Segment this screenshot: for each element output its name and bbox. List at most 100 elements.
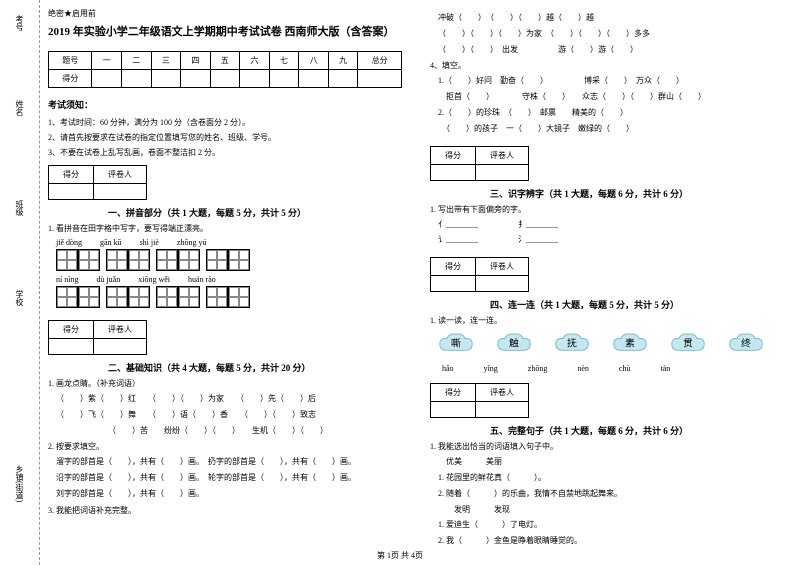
section-title: 一、拼音部分（共 1 大题，每题 5 分，共计 5 分）: [48, 206, 402, 219]
binding-label: 姓名: [14, 100, 25, 116]
char-grid[interactable]: [156, 249, 178, 271]
fill-line: 2. 我（ ）金鱼是睁着眼睛睡觉的。: [438, 535, 784, 548]
table-row: 得分: [49, 70, 402, 88]
td[interactable]: [151, 70, 181, 88]
question-prompt: 1. 看拼音在田字格中写字，要写得端正漂亮。: [48, 223, 402, 234]
th: 题号: [49, 52, 92, 70]
char-grid[interactable]: [78, 286, 100, 308]
char-grid[interactable]: [206, 249, 228, 271]
td[interactable]: [122, 70, 152, 88]
td: 评卷人: [94, 166, 147, 184]
cloud-icon: 终: [728, 332, 764, 356]
td[interactable]: [181, 70, 211, 88]
notice-title: 考试须知：: [48, 98, 402, 111]
pinyin: ní nìng: [56, 275, 78, 284]
question-prompt: 1. 读一读，连一连。: [430, 315, 784, 326]
char-grid[interactable]: [56, 249, 78, 271]
svg-text:素: 素: [625, 337, 635, 350]
fill-line: 1. 爱迪生（ ）了电灯。: [438, 519, 784, 532]
td[interactable]: [269, 70, 299, 88]
fill-line: 冲破（ ） （ ）（ ）越（ ）越: [438, 12, 784, 25]
pinyin[interactable]: hāo: [442, 364, 454, 373]
td[interactable]: [431, 276, 476, 292]
th: 六: [240, 52, 270, 70]
pinyin[interactable]: chù: [619, 364, 631, 373]
char-grid[interactable]: [128, 286, 150, 308]
fill-line: （ ）（ ） 出发 游（ ）游（ ）: [438, 44, 784, 57]
cloud-icon: 贯: [670, 332, 706, 356]
char-grid[interactable]: [78, 249, 100, 271]
question-prompt: 3. 我能把词语补充完整。: [48, 505, 402, 516]
td[interactable]: [431, 402, 476, 418]
pinyin: shì jiè: [140, 238, 159, 247]
fill-line: （ ）飞（ ）舞 （ ）语（ ）香 （ ）（ ）致志: [56, 409, 402, 422]
pinyin: gān kū: [100, 238, 122, 247]
marker-table: 得分评卷人: [430, 146, 529, 181]
char-grid[interactable]: [178, 249, 200, 271]
td[interactable]: [210, 70, 240, 88]
pinyin-row: hāo yǐng zhōng nèn chù tàn: [430, 362, 784, 373]
question-prompt: 4、填空。: [430, 60, 784, 71]
td[interactable]: [49, 184, 94, 200]
td[interactable]: [94, 339, 147, 355]
pinyin[interactable]: nèn: [577, 364, 589, 373]
pinyin-row: ní nìng dù juǎn xiōng wěi huán rào: [56, 275, 402, 284]
td[interactable]: [49, 339, 94, 355]
td[interactable]: [431, 164, 476, 180]
pinyin[interactable]: yǐng: [484, 364, 498, 373]
fill-line: （ ）苦 纷纷（ ）（ ） 生机（ ）（ ）: [56, 425, 402, 438]
pinyin[interactable]: zhōng: [528, 364, 548, 373]
td[interactable]: [92, 70, 122, 88]
char-grid[interactable]: [56, 286, 78, 308]
td: 得分: [49, 321, 94, 339]
pinyin[interactable]: tàn: [660, 364, 670, 373]
th: 二: [122, 52, 152, 70]
td[interactable]: [476, 164, 529, 180]
char-grid[interactable]: [106, 286, 128, 308]
td[interactable]: [476, 402, 529, 418]
fill-line: （ ）紫（ ）红 （ ）（ ）为家 （ ）先（ ）后: [56, 393, 402, 406]
char-grid[interactable]: [228, 249, 250, 271]
question-prompt: 1. 写出带有下面偏旁的字。: [430, 204, 784, 215]
th: 五: [210, 52, 240, 70]
match-item[interactable]: 嘶: [438, 332, 474, 356]
match-item[interactable]: 素: [612, 332, 648, 356]
td: 得分: [431, 258, 476, 276]
score-table: 题号 一 二 三 四 五 六 七 八 九 总分 得分: [48, 51, 402, 88]
svg-text:触: 触: [509, 337, 519, 350]
fill-line: 亻________ 扌________: [438, 219, 784, 232]
match-item[interactable]: 触: [496, 332, 532, 356]
cloud-icon: 触: [496, 332, 532, 356]
section-title: 五、完整句子（共 1 大题，每题 6 分，共计 6 分）: [430, 424, 784, 437]
char-grid[interactable]: [106, 249, 128, 271]
pinyin-row: jiě dòng gān kū shì jiè zhōng yú: [56, 238, 402, 247]
binding-margin: 考号 姓名 班级 学校 乡镇(街道): [0, 0, 40, 565]
match-item[interactable]: 终: [728, 332, 764, 356]
th: 四: [181, 52, 211, 70]
td[interactable]: [240, 70, 270, 88]
char-grid[interactable]: [128, 249, 150, 271]
cloud-icon: 嘶: [438, 332, 474, 356]
fill-line: 1.（ ）好问 勤奋（ ） 博采（ ） 万众（ ）: [438, 75, 784, 88]
td[interactable]: [358, 70, 402, 88]
td[interactable]: [328, 70, 358, 88]
content-area: 绝密★启用前 2019 年实验小学二年级语文上学期期中考试试卷 西南师大版（含答…: [40, 0, 800, 565]
page-footer: 第 1页 共 4页: [0, 550, 800, 561]
table-row: 题号 一 二 三 四 五 六 七 八 九 总分: [49, 52, 402, 70]
td[interactable]: [299, 70, 329, 88]
char-grid[interactable]: [178, 286, 200, 308]
char-grid[interactable]: [156, 286, 178, 308]
marker-table: 得分评卷人: [430, 257, 529, 292]
section-title: 四、连一连（共 1 大题，每题 5 分，共计 5 分）: [430, 298, 784, 311]
icon-row: 嘶 触 抚 素 贯 终: [430, 332, 784, 356]
td[interactable]: [94, 184, 147, 200]
fill-line: 刘字的部首是（ ），共有（ ）画。: [56, 488, 402, 501]
binding-label: 班级: [14, 200, 25, 216]
pinyin: huán rào: [188, 275, 216, 284]
match-item[interactable]: 抚: [554, 332, 590, 356]
match-item[interactable]: 贯: [670, 332, 706, 356]
td[interactable]: [476, 276, 529, 292]
char-grid[interactable]: [206, 286, 228, 308]
grid-row: [56, 249, 402, 271]
char-grid[interactable]: [228, 286, 250, 308]
